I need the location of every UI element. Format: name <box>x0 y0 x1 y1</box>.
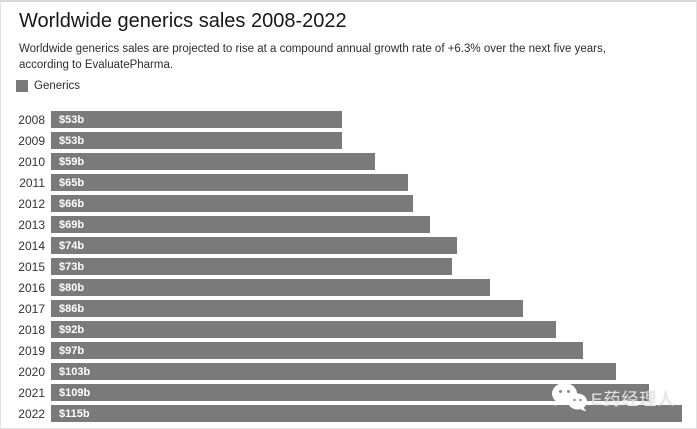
year-label: 2022 <box>18 406 45 421</box>
bar-value-label: $59b <box>59 155 85 168</box>
chart-row: 2021 $109b <box>1 384 696 401</box>
bar-value-label: $53b <box>59 134 85 147</box>
bar-value-label: $66b <box>59 197 85 210</box>
year-label: 2013 <box>18 217 45 232</box>
year-label: 2016 <box>18 280 45 295</box>
bar-value-label: $74b <box>59 239 85 252</box>
chart-row: 2014 $74b <box>1 237 696 254</box>
bar: $53b <box>51 111 342 128</box>
legend: Generics <box>16 78 696 94</box>
legend-label: Generics <box>34 80 81 92</box>
year-label: 2010 <box>18 154 45 169</box>
bar-chart: 2008 $53b 2009 $53b 2010 $59b 2011 $65b 2012 $66b… <box>1 111 696 422</box>
bar: $86b <box>51 300 523 317</box>
bar: $66b <box>51 195 413 212</box>
bar: $65b <box>51 174 408 191</box>
bar: $59b <box>51 153 375 170</box>
year-label: 2019 <box>18 343 45 358</box>
bar: $97b <box>51 342 583 359</box>
bar-value-label: $53b <box>59 113 85 126</box>
legend-swatch-icon <box>16 80 28 92</box>
bar: $115b <box>51 405 682 422</box>
bar: $103b <box>51 363 616 380</box>
bar-value-label: $86b <box>59 302 85 315</box>
bar-value-label: $73b <box>59 260 85 273</box>
chart-row: 2012 $66b <box>1 195 696 212</box>
bar-value-label: $80b <box>59 281 85 294</box>
bar-value-label: $69b <box>59 218 85 231</box>
bar: $109b <box>51 384 649 401</box>
chart-row: 2011 $65b <box>1 174 696 191</box>
chart-subtitle: Worldwide generics sales are projected t… <box>19 43 606 71</box>
year-label: 2017 <box>18 301 45 316</box>
bar: $73b <box>51 258 452 275</box>
chart-row: 2020 $103b <box>1 363 696 380</box>
bar-value-label: $97b <box>59 344 85 357</box>
chart-row: 2015 $73b <box>1 258 696 275</box>
bar-value-label: $103b <box>59 365 91 378</box>
bar: $69b <box>51 216 430 233</box>
chart-row: 2013 $69b <box>1 216 696 233</box>
year-label: 2011 <box>19 175 45 190</box>
bar-value-label: $92b <box>59 323 85 336</box>
chart-title: Worldwide generics sales 2008-2022 <box>19 10 347 32</box>
chart-row: 2018 $92b <box>1 321 696 338</box>
bar: $92b <box>51 321 556 338</box>
chart-row: 2009 $53b <box>1 132 696 149</box>
bar: $80b <box>51 279 490 296</box>
year-label: 2015 <box>18 259 45 274</box>
year-label: 2021 <box>18 385 45 400</box>
year-label: 2018 <box>18 322 45 337</box>
year-label: 2012 <box>18 196 45 211</box>
chart-row: 2010 $59b <box>1 153 696 170</box>
chart-row: 2017 $86b <box>1 300 696 317</box>
chart-row: 2016 $80b <box>1 279 696 296</box>
chart-row: 2019 $97b <box>1 342 696 359</box>
year-label: 2014 <box>18 238 45 253</box>
bar-value-label: $115b <box>59 407 90 420</box>
bar-value-label: $65b <box>59 176 85 189</box>
bar-value-label: $109b <box>59 386 91 399</box>
chart-row: 2008 $53b <box>1 111 696 128</box>
year-label: 2020 <box>18 364 45 379</box>
year-label: 2008 <box>18 112 45 127</box>
bar: $53b <box>51 132 342 149</box>
year-label: 2009 <box>18 133 45 148</box>
bar: $74b <box>51 237 457 254</box>
chart-row: 2022 $115b <box>1 405 696 422</box>
